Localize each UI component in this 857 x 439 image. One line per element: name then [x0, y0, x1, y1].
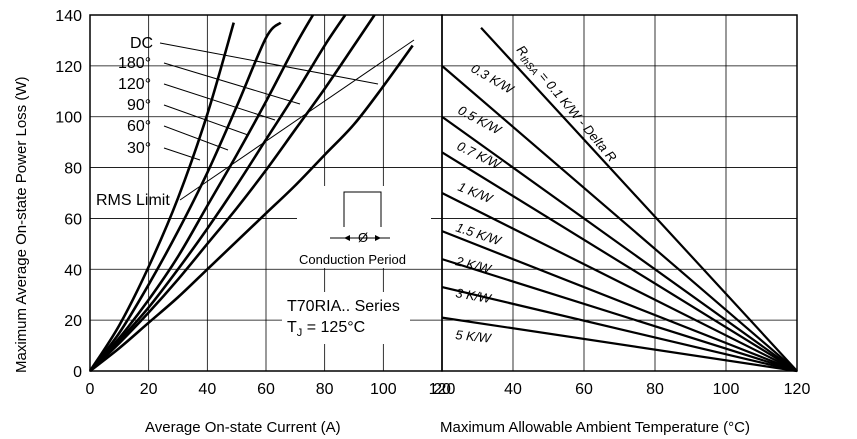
right-grid: [441, 14, 797, 372]
line-0.3 K/W: [441, 65, 798, 372]
x-tick-label-left: 80: [316, 381, 334, 398]
line-0.5 K/W: [441, 115, 798, 372]
x-tick-label-left: 20: [140, 381, 158, 398]
y-tick-label: 60: [64, 211, 82, 228]
label-5: 5 K/W: [455, 327, 493, 346]
x-tick-label-right: 100: [713, 381, 740, 398]
leader-lines: [159, 39, 415, 201]
y-tick-label: 80: [64, 161, 82, 178]
x-tick-label-left: 120: [429, 381, 456, 398]
line-1 K/W: [441, 192, 798, 372]
x-tick-label-right: 80: [646, 381, 664, 398]
y-tick-label: 120: [55, 59, 82, 76]
label-120: 120°: [118, 76, 151, 93]
tj-prefix: T: [287, 319, 297, 336]
series-info: T70RIA.. Series TJ = 125°C: [282, 292, 410, 344]
x-tick-label-left: 40: [198, 381, 216, 398]
x-axis-label-left: Average On-state Current (A): [145, 419, 341, 436]
label-30: 30°: [127, 140, 151, 157]
phi-symbol: Ø: [358, 230, 368, 245]
x-axis-label-right: Maximum Allowable Ambient Temperature (°…: [440, 419, 750, 436]
y-tick-label: 100: [55, 110, 82, 127]
x-tick-label-left: 100: [370, 381, 397, 398]
y-axis-label: Maximum Average On-state Power Loss (W): [13, 77, 30, 373]
right-lines: [441, 26, 798, 373]
line-R thSA = 0.1 K/W - Delta R: [480, 26, 798, 372]
x-tick-label-left: 60: [257, 381, 275, 398]
curve-90°: [89, 14, 315, 372]
y-tick-label: 20: [64, 313, 82, 330]
x-tick-label-right: 20: [433, 381, 451, 398]
label-90: 90°: [127, 97, 151, 114]
tj-subscript: J: [297, 327, 303, 339]
tj-value: = 125°C: [302, 319, 365, 336]
label-180: 180°: [118, 55, 151, 72]
x-tick-label-left: 0: [86, 381, 95, 398]
series-title: T70RIA.. Series: [287, 298, 400, 315]
rth-rest: = 0.1 K/W - Delta R: [534, 66, 620, 164]
line-3 K/W: [441, 286, 798, 373]
right-plot-frame: [441, 14, 798, 372]
conduction-period-inset: Ø Conduction Period: [297, 186, 431, 268]
line-5 K/W: [441, 316, 798, 373]
curve-30°: [88, 22, 235, 372]
y-tick-label: 140: [55, 8, 82, 25]
x-tick-label-right: 60: [575, 381, 593, 398]
tj-label: TJ = 125°C: [287, 319, 365, 339]
rth-label: RthSA = 0.1 K/W - Delta R: [511, 42, 619, 166]
y-tick-label: 40: [64, 262, 82, 279]
y-tick-label: 0: [73, 364, 82, 381]
label-60: 60°: [127, 118, 151, 135]
conduction-period-label: Conduction Period: [299, 252, 406, 267]
curve-60°: [88, 21, 282, 372]
line-1.5 K/W: [441, 230, 798, 373]
curve-120°: [89, 14, 347, 372]
x-tick-label-right: 120: [784, 381, 811, 398]
label-1-5: 1.5 K/W: [454, 220, 504, 249]
x-tick-label-right: 40: [504, 381, 522, 398]
line-0.7 K/W: [441, 151, 798, 372]
label-2: 2 K/W: [453, 253, 494, 277]
label-dc: DC: [130, 35, 153, 52]
curve-DC: [89, 44, 414, 373]
label-3: 3 K/W: [454, 285, 493, 306]
label-rms-limit: RMS Limit: [96, 192, 170, 209]
line-2 K/W: [441, 258, 798, 373]
